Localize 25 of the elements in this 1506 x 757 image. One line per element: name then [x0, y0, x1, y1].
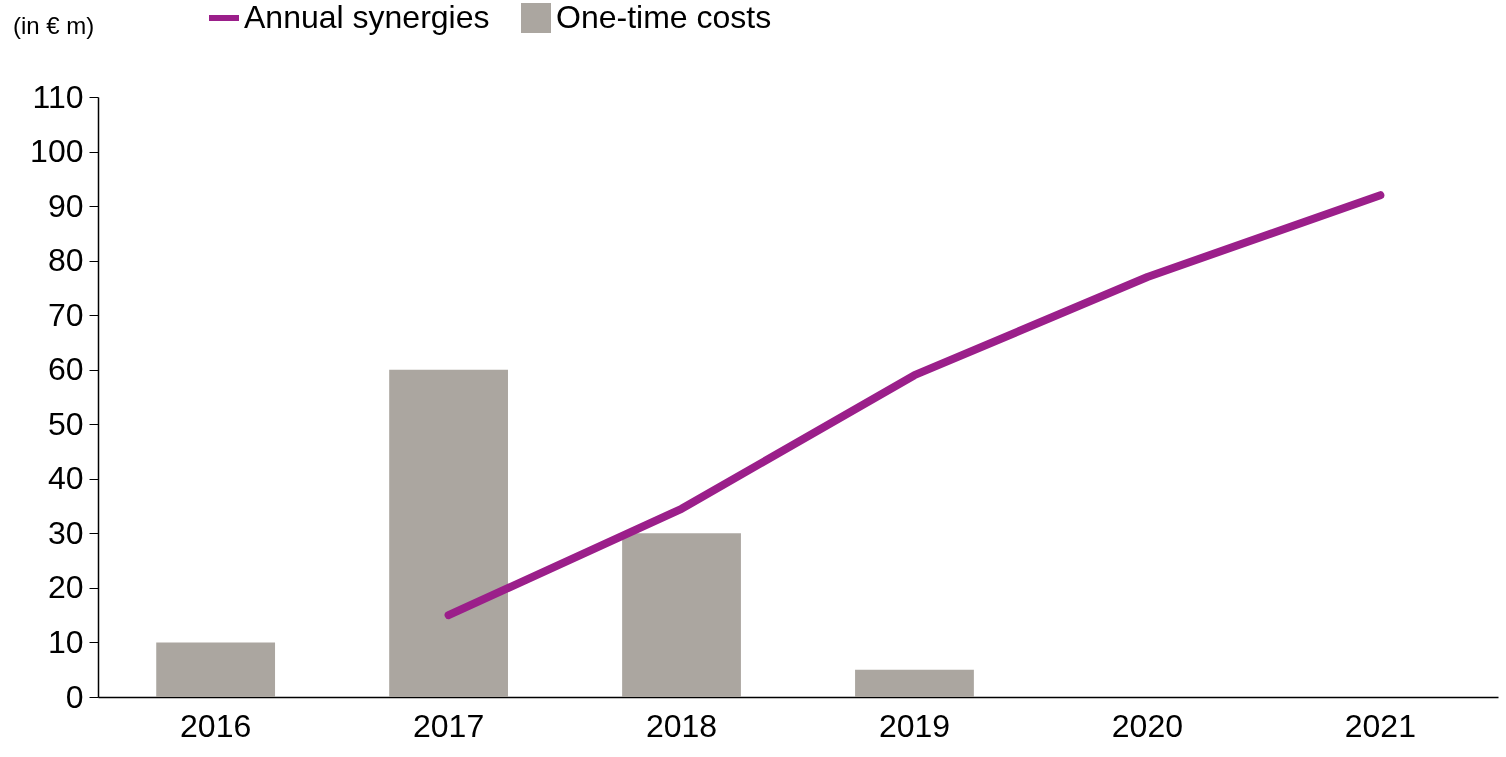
legend-label: One-time costs	[556, 0, 772, 35]
y-tick-label: 20	[47, 569, 84, 606]
y-tick-label: 40	[47, 460, 84, 497]
y-tick-label: 0	[65, 678, 84, 715]
bar	[855, 669, 974, 697]
legend-label: Annual synergies	[244, 0, 490, 35]
bar	[622, 533, 741, 697]
x-tick-label: 2017	[412, 707, 485, 744]
y-tick-label: 80	[47, 242, 84, 279]
text: (in € m)	[13, 12, 95, 39]
y-tick-label: 70	[47, 296, 84, 333]
y-tick-label: 90	[47, 187, 84, 224]
x-tick-label: 2019	[878, 707, 951, 744]
y-tick-label: 110	[32, 78, 84, 115]
y-tick-label: 10	[47, 623, 84, 660]
bar	[156, 642, 276, 697]
y-tick-label: 60	[47, 351, 84, 388]
x-tick-label: 2020	[1111, 707, 1184, 744]
y-tick-label: 30	[47, 514, 84, 551]
x-tick-label: 2016	[180, 707, 252, 744]
x-tick-label: 2021	[1344, 707, 1416, 744]
y-tick-label: 100	[30, 133, 84, 170]
bar	[389, 369, 508, 697]
x-tick-label: 2018	[645, 707, 718, 744]
y-tick-label: 50	[47, 405, 84, 442]
